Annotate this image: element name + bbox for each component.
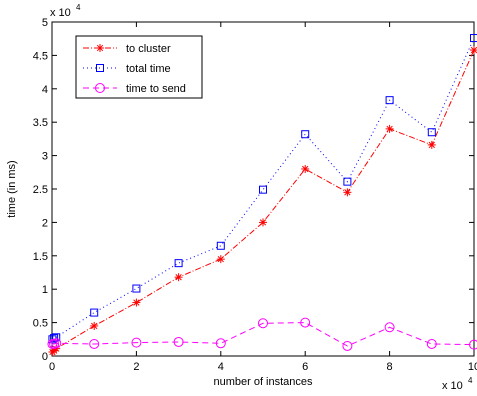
data-point	[132, 298, 141, 307]
legend-marker-time-to-send	[95, 83, 105, 93]
data-point	[385, 96, 394, 105]
data-point	[301, 164, 310, 173]
x-exponent-power: 4	[468, 376, 473, 385]
axis-ticks: 0 2 4 6 8 10 0 0.5 1 1.5 2 2.5 3 3.5 4 4.5 5	[33, 17, 477, 373]
legend-entry-time-to-send: time to send	[83, 83, 186, 95]
data-point	[300, 317, 311, 328]
x-tick-label: 8	[387, 361, 393, 373]
legend: to cluster total time time to send	[75, 35, 203, 99]
y-tick-label: 3	[42, 151, 48, 163]
y-tick-label: 4.5	[33, 50, 48, 62]
series-line-time-to-send	[52, 322, 475, 347]
data-point	[173, 336, 184, 347]
data-point	[174, 273, 183, 282]
data-point	[301, 130, 310, 139]
y-tick-label: 3.5	[33, 117, 48, 129]
y-exponent-label: x 10 4	[50, 3, 81, 19]
y-exponent-base: x 10	[50, 7, 71, 19]
x-exponent-base: x 10	[442, 380, 463, 392]
data-point	[342, 340, 353, 351]
data-point	[343, 188, 352, 197]
data-point	[215, 338, 226, 349]
x-tick-label: 2	[133, 361, 139, 373]
data-point	[51, 338, 62, 349]
y-tick-label: 5	[42, 17, 48, 29]
series-total-time	[48, 34, 477, 344]
y-tick-label: 2	[42, 217, 48, 229]
data-point	[90, 308, 99, 317]
data-point	[216, 241, 225, 250]
x-axis-label: number of instances	[213, 376, 313, 388]
data-point	[427, 128, 436, 137]
y-tick-label: 0.5	[33, 318, 48, 330]
y-tick-label: 0	[42, 351, 48, 363]
data-point	[384, 322, 395, 333]
data-point	[90, 321, 99, 330]
data-point	[259, 218, 267, 227]
data-point	[131, 337, 142, 348]
data-point	[259, 185, 267, 194]
data-point	[427, 140, 436, 149]
data-point	[132, 284, 141, 293]
y-tick-label: 1	[42, 284, 48, 296]
x-tick-label: 0	[49, 361, 55, 373]
y-exponent-power: 4	[76, 3, 81, 12]
data-point	[385, 124, 394, 133]
x-tick-label: 10	[468, 361, 477, 373]
series-time-to-send	[47, 317, 477, 351]
series-layer	[47, 34, 477, 356]
data-point	[174, 259, 183, 268]
legend-marker-total-time	[96, 64, 104, 72]
y-tick-label: 1.5	[33, 251, 48, 263]
x-tick-label: 4	[218, 361, 224, 373]
legend-marker-to-cluster	[96, 44, 104, 52]
data-point	[89, 338, 100, 349]
data-point	[343, 177, 352, 186]
data-point	[216, 255, 225, 264]
y-tick-label: 4	[42, 84, 48, 96]
data-point	[258, 318, 268, 329]
legend-entry-total-time: total time	[83, 63, 171, 75]
series-to-cluster	[48, 46, 477, 356]
data-point	[470, 34, 477, 43]
data-point	[469, 339, 477, 350]
x-exponent-label: x 10 4	[442, 376, 473, 392]
legend-entry-to-cluster: to cluster	[83, 43, 171, 55]
legend-label-total-time: total time	[126, 63, 171, 75]
data-point	[50, 333, 59, 342]
legend-label-time-to-send: time to send	[126, 83, 186, 95]
x-tick-label: 6	[302, 361, 308, 373]
legend-label-to-cluster: to cluster	[126, 43, 171, 55]
data-point	[426, 338, 437, 349]
y-tick-label: 2.5	[33, 184, 48, 196]
y-axis-label: time (in ms)	[6, 160, 18, 217]
